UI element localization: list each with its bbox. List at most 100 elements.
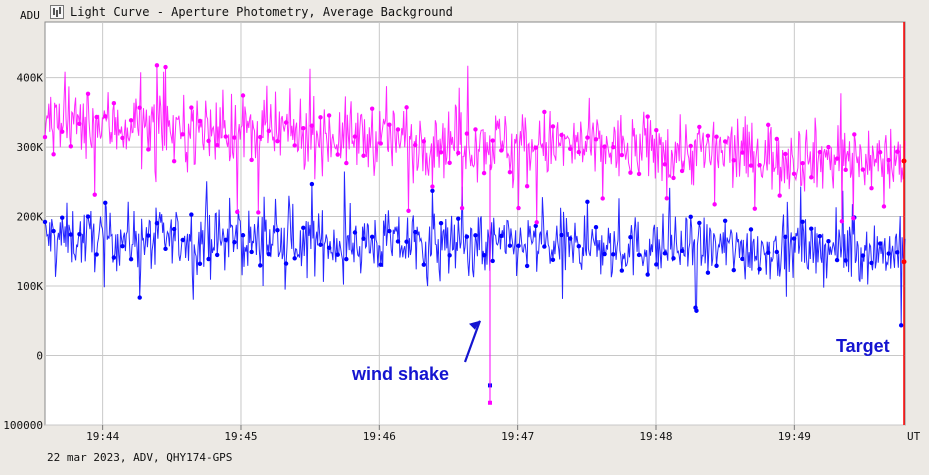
data-point: [249, 249, 254, 255]
data-point: [240, 233, 246, 238]
data-point: [146, 233, 151, 238]
outlier-point: [487, 400, 492, 405]
data-point: [473, 233, 478, 238]
data-point: [481, 170, 487, 176]
data-point: [481, 252, 487, 258]
data-point: [361, 236, 366, 241]
x-axis-unit-label: UT: [907, 430, 921, 443]
data-point: [619, 268, 625, 273]
data-point: [438, 150, 444, 155]
data-point: [369, 106, 375, 111]
data-point: [352, 230, 358, 235]
wind-shake-arrowhead: [468, 320, 480, 330]
data-point: [430, 184, 435, 189]
data-point: [171, 226, 177, 232]
wind-shake-arrow: [463, 320, 482, 363]
footer-info: 22 mar 2023, ADV, QHY174-GPS: [47, 451, 233, 464]
data-point: [809, 175, 814, 180]
data-point: [128, 118, 134, 123]
data-point: [459, 205, 465, 211]
data-point: [120, 135, 125, 141]
series-line: [44, 171, 906, 326]
data-point: [722, 218, 728, 223]
wind-shake-label: wind shake: [351, 364, 449, 384]
data-point: [344, 160, 349, 166]
data-point: [679, 168, 685, 174]
window-title: Light Curve - Aperture Photometry, Avera…: [50, 2, 453, 22]
data-point: [404, 105, 409, 110]
y-tick-label: 100000: [3, 419, 43, 432]
data-point: [180, 132, 185, 137]
data-point: [602, 251, 607, 257]
data-point: [740, 150, 745, 155]
data-point: [361, 153, 366, 158]
plot-background: [44, 21, 906, 426]
x-tick-label: 19:47: [501, 430, 534, 443]
data-point: [611, 145, 616, 150]
light-curve-chart[interactable]: 400K 300K 200K 100K 0 100000 19:44 19:45 19:46 19…: [0, 0, 929, 450]
data-point: [103, 114, 108, 119]
data-point: [843, 167, 848, 173]
data-point: [406, 208, 411, 213]
data-point: [258, 263, 263, 268]
data-point: [335, 152, 340, 157]
data-point: [567, 146, 573, 151]
data-point: [51, 228, 56, 234]
data-point: [524, 263, 530, 269]
data-point: [712, 202, 717, 207]
y-tick-label: 0: [36, 350, 43, 363]
data-point: [559, 232, 564, 238]
data-point: [464, 131, 470, 136]
data-point: [275, 227, 280, 233]
data-point: [92, 192, 97, 197]
data-point: [499, 233, 504, 239]
data-point: [740, 256, 745, 262]
x-tick-label: 19:46: [363, 430, 396, 443]
data-point: [602, 144, 607, 149]
data-point: [301, 225, 306, 231]
data-point: [542, 244, 547, 249]
data-point: [395, 127, 401, 132]
data-point: [524, 183, 530, 189]
data-point: [240, 93, 246, 98]
data-point: [534, 220, 539, 225]
data-point: [697, 124, 702, 130]
y-tick-label: 100K: [17, 280, 44, 293]
data-point: [206, 256, 211, 262]
x-tick-label: 19:45: [224, 430, 257, 443]
data-point: [309, 123, 315, 128]
series-layer: [42, 63, 906, 405]
data-point: [766, 250, 771, 255]
data-point: [886, 251, 891, 256]
data-point: [163, 64, 168, 70]
data-point: [344, 256, 349, 262]
data-point: [163, 246, 168, 252]
data-point: [886, 157, 891, 163]
data-point: [318, 242, 323, 247]
data-point: [60, 129, 65, 134]
data-point: [619, 152, 625, 158]
data-point: [748, 227, 754, 232]
series-target: [42, 63, 906, 405]
data-point: [180, 237, 185, 243]
data-point: [206, 138, 211, 144]
data-point: [860, 253, 866, 258]
data-point: [662, 251, 668, 256]
data-point: [533, 223, 538, 229]
data-point: [235, 209, 240, 215]
data-point: [473, 127, 478, 132]
data-point: [171, 158, 177, 164]
data-point: [447, 160, 452, 166]
data-point: [834, 257, 840, 263]
data-point: [214, 252, 220, 258]
data-point: [559, 132, 564, 138]
data-point: [197, 261, 203, 266]
data-point: [516, 243, 521, 249]
data-point: [766, 122, 771, 128]
data-point: [791, 236, 797, 241]
data-point: [68, 144, 74, 149]
data-point: [249, 157, 254, 163]
data-point: [464, 234, 470, 239]
data-point: [266, 251, 272, 257]
cursor-marker: [901, 158, 907, 164]
